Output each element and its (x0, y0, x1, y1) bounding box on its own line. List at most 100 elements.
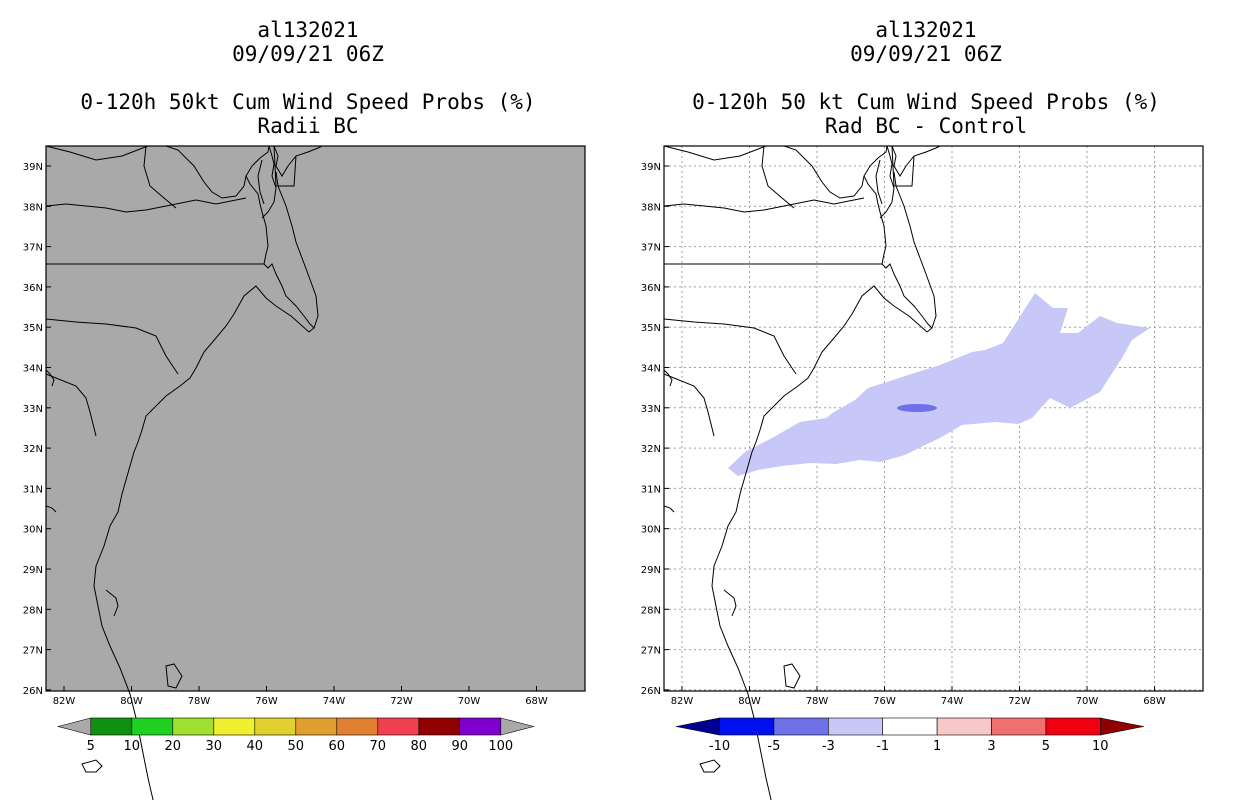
left-colorbar: 5 10 20 30 40 50 60 70 80 90 100 (56, 717, 535, 754)
colorbar-segment (295, 717, 338, 736)
colorbar-label: 60 (329, 739, 346, 754)
lat-label: 39N (641, 162, 661, 173)
coastline-segment (105, 589, 119, 617)
colorbar-segment (377, 717, 420, 736)
right-title: 0-120h 50 kt Cum Wind Speed Probs (%) (692, 90, 1160, 114)
colorbar-segment (459, 717, 502, 736)
colorbar-segment (1045, 717, 1101, 736)
coastline-segment (699, 759, 721, 773)
colorbar-label: 3 (987, 739, 995, 754)
right-subtitle: Rad BC - Control (824, 114, 1028, 138)
left-coastline (45, 145, 323, 800)
colorbar-label: 5 (1042, 739, 1050, 754)
coastline-segment (663, 505, 675, 513)
state-border-segment (663, 197, 865, 213)
lon-label: 72W (390, 696, 413, 707)
lat-label: 36N (23, 283, 43, 294)
colorbar-segment (418, 717, 461, 736)
lat-label: 27N (641, 646, 661, 657)
lon-label: 78W (806, 696, 829, 707)
probability-difference-area-mid (897, 404, 937, 412)
coastline-segment (261, 145, 277, 219)
coastline-segment (45, 369, 55, 387)
colorbar-end-triangle (500, 717, 535, 736)
left-map-frame (45, 145, 586, 692)
left-datetime: 09/09/21 06Z (232, 42, 384, 66)
coastline-segment (893, 171, 937, 329)
lon-label: 70W (1076, 696, 1099, 707)
colorbar-segment (719, 717, 775, 736)
left-lat-axis: 39N 38N 37N 36N 35N 34N 33N 32N 31N 30N 29N 28N 27N 2… (23, 162, 51, 697)
lat-label: 39N (23, 162, 43, 173)
coastline-segment (257, 159, 265, 205)
lat-label: 33N (641, 404, 661, 415)
left-subtitle: Radii BC (257, 114, 359, 138)
colorbar-label: 10 (1092, 739, 1109, 754)
colorbar-segment (991, 717, 1047, 736)
right-lat-axis: 39N 38N 37N 36N 35N 34N 33N 32N 31N 30N 29N 28N 27N 2… (641, 162, 669, 697)
colorbar-label: 50 (288, 739, 305, 754)
state-border-segment (663, 318, 797, 375)
lat-label: 34N (23, 364, 43, 375)
coastline-segment (711, 145, 933, 800)
colorbar-label: 70 (370, 739, 387, 754)
lat-label: 31N (641, 484, 661, 495)
lat-label: 37N (641, 243, 661, 254)
right-storm-id: al132021 (875, 18, 977, 42)
colorbar-label: -5 (767, 739, 780, 754)
lat-label: 32N (641, 444, 661, 455)
colorbar-label: -10 (709, 739, 730, 754)
lat-label: 35N (23, 323, 43, 334)
coastline-segment (663, 369, 673, 387)
colorbar-segment (773, 717, 829, 736)
state-border-segment (783, 145, 865, 199)
colorbar-label: 100 (488, 739, 513, 754)
right-map-frame (663, 145, 1204, 692)
lat-label: 29N (641, 565, 661, 576)
colorbar-label: -3 (822, 739, 835, 754)
colorbar-label: 10 (124, 739, 141, 754)
lat-label: 30N (23, 525, 43, 536)
colorbar-segment (172, 717, 215, 736)
lat-label: 28N (641, 605, 661, 616)
lat-label: 37N (23, 243, 43, 254)
colorbar-label: 1 (933, 739, 941, 754)
state-border-segment (761, 145, 795, 209)
colorbar-label: 80 (411, 739, 428, 754)
lon-label: 80W (738, 696, 761, 707)
colorbar-label: 40 (247, 739, 264, 754)
lon-label: 70W (458, 696, 481, 707)
state-border-segment (45, 145, 149, 161)
state-border-segment (663, 145, 767, 161)
lat-label: 26N (23, 686, 43, 697)
lon-label: 72W (1008, 696, 1031, 707)
lon-label: 68W (525, 696, 548, 707)
lon-label: 74W (323, 696, 346, 707)
coastline-segment (93, 145, 315, 800)
colorbar-segment (936, 717, 992, 736)
lon-label: 76W (873, 696, 896, 707)
lat-label: 38N (23, 202, 43, 213)
lat-label: 27N (23, 646, 43, 657)
left-lon-axis: 82W 80W 78W 76W 74W 72W 70W 68W (53, 686, 548, 707)
right-lon-axis: 82W 80W 78W 76W 74W 72W 70W 68W (671, 686, 1166, 707)
right-colorbar: -10 -5 -3 -1 1 3 5 10 (675, 717, 1144, 754)
colorbar-label: 90 (452, 739, 469, 754)
coastline-segment (273, 145, 323, 177)
colorbar-label: 30 (206, 739, 223, 754)
lon-label: 80W (120, 696, 143, 707)
colorbar-end-triangle (56, 717, 92, 736)
colorbar-segment (882, 717, 938, 736)
coastline-segment (879, 145, 895, 219)
colorbar-segment (213, 717, 256, 736)
right-datetime: 09/09/21 06Z (850, 42, 1002, 66)
coastline-segment (81, 759, 103, 773)
coastline-segment (275, 171, 319, 329)
colorbar-segment (90, 717, 133, 736)
state-border-segment (165, 145, 247, 199)
lat-label: 38N (641, 202, 661, 213)
lat-label: 28N (23, 605, 43, 616)
left-map-background (46, 146, 585, 691)
lat-label: 34N (641, 364, 661, 375)
lon-label: 82W (53, 696, 76, 707)
